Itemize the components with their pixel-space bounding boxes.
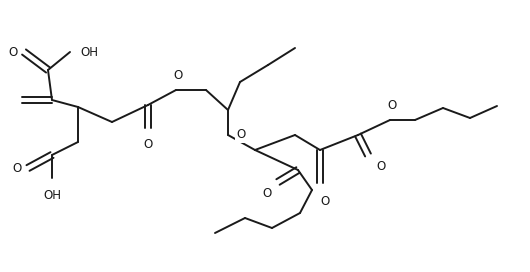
Text: O: O bbox=[236, 128, 245, 141]
Text: O: O bbox=[320, 195, 329, 208]
Text: O: O bbox=[387, 99, 396, 112]
Text: O: O bbox=[376, 160, 385, 173]
Text: OH: OH bbox=[80, 45, 98, 58]
Text: O: O bbox=[13, 162, 22, 175]
Text: O: O bbox=[173, 69, 183, 82]
Text: OH: OH bbox=[43, 189, 61, 202]
Text: O: O bbox=[9, 45, 18, 58]
Text: O: O bbox=[144, 138, 153, 151]
Text: O: O bbox=[263, 187, 272, 200]
